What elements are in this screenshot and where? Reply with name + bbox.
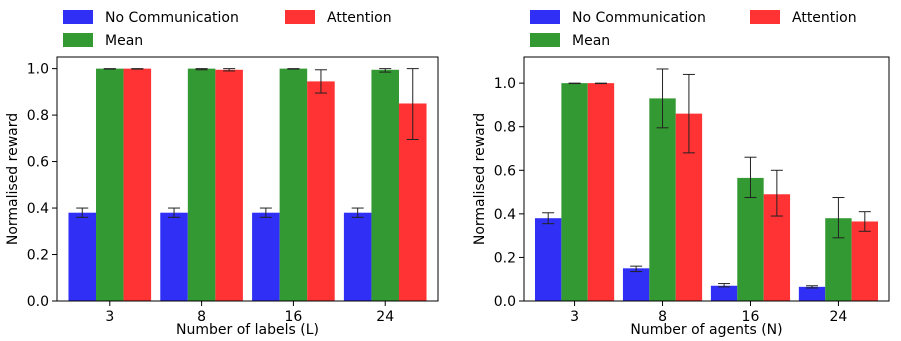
y-tick-label: 0.4 [494, 207, 516, 223]
legend-label: Attention [792, 10, 857, 26]
y-tick-label: 1.0 [494, 76, 516, 92]
bar-mean-24 [371, 70, 399, 301]
legend-label: Mean [105, 33, 143, 49]
legend-swatch [750, 10, 780, 24]
legend-swatch [63, 33, 93, 47]
bar-mean-8 [649, 98, 675, 301]
bar-attention-24 [852, 221, 878, 301]
legend-swatch [530, 10, 560, 24]
bar-no-communication-8 [160, 213, 188, 301]
legend-item-attention: Attention [750, 10, 857, 26]
y-axis-label: Normalised reward [472, 113, 488, 245]
x-tick-label: 3 [570, 309, 579, 325]
legend-swatch [63, 10, 93, 24]
y-tick-label: 0.8 [27, 108, 49, 124]
y-tick-label: 0.8 [494, 120, 516, 136]
x-tick-label: 3 [105, 309, 114, 325]
x-tick-label: 24 [830, 309, 848, 325]
y-tick-label: 0.0 [494, 294, 516, 310]
legend-item-mean: Mean [530, 33, 610, 49]
y-tick-label: 1.0 [27, 62, 49, 78]
bar-no-communication-3 [535, 218, 561, 301]
x-axis-label: Number of agents (N) [630, 322, 782, 337]
bar-mean-8 [188, 69, 216, 301]
bar-attention-16 [307, 81, 335, 301]
legend-label: No Communication [572, 10, 706, 26]
y-tick-label: 0.2 [494, 250, 516, 266]
bar-mean-3 [96, 69, 124, 301]
legend-swatch [285, 10, 315, 24]
legend-swatch [530, 33, 560, 47]
bar-no-communication-16 [711, 286, 737, 301]
legend-item-no-communication: No Communication [530, 10, 706, 26]
bar-no-communication-3 [68, 213, 96, 301]
legend-item-attention: Attention [285, 10, 392, 26]
bar-no-communication-24 [799, 287, 825, 301]
error-bar-no-communication-24 [806, 286, 818, 288]
bar-attention-3 [588, 83, 614, 301]
x-axis-label: Number of labels (L) [176, 322, 319, 337]
legend-label: No Communication [105, 10, 239, 26]
bar-no-communication-8 [623, 268, 649, 301]
bar-mean-3 [561, 83, 587, 301]
x-tick-label: 24 [376, 309, 394, 325]
y-axis-label: Normalised reward [5, 113, 21, 245]
bar-no-communication-24 [344, 213, 372, 301]
legend-label: Mean [572, 33, 610, 49]
y-tick-label: 0.4 [27, 201, 49, 217]
legend-item-mean: Mean [63, 33, 143, 49]
bar-no-communication-16 [252, 213, 280, 301]
legend-item-no-communication: No Communication [63, 10, 239, 26]
y-tick-label: 0.2 [27, 248, 49, 264]
bar-attention-8 [215, 70, 243, 301]
y-tick-label: 0.6 [494, 163, 516, 179]
bar-mean-16 [280, 69, 308, 301]
legend-label: Attention [327, 10, 392, 26]
y-tick-label: 0.6 [27, 155, 49, 171]
error-bar-no-communication-16 [718, 284, 730, 287]
bar-attention-3 [124, 69, 152, 301]
y-tick-label: 0.0 [27, 294, 49, 310]
